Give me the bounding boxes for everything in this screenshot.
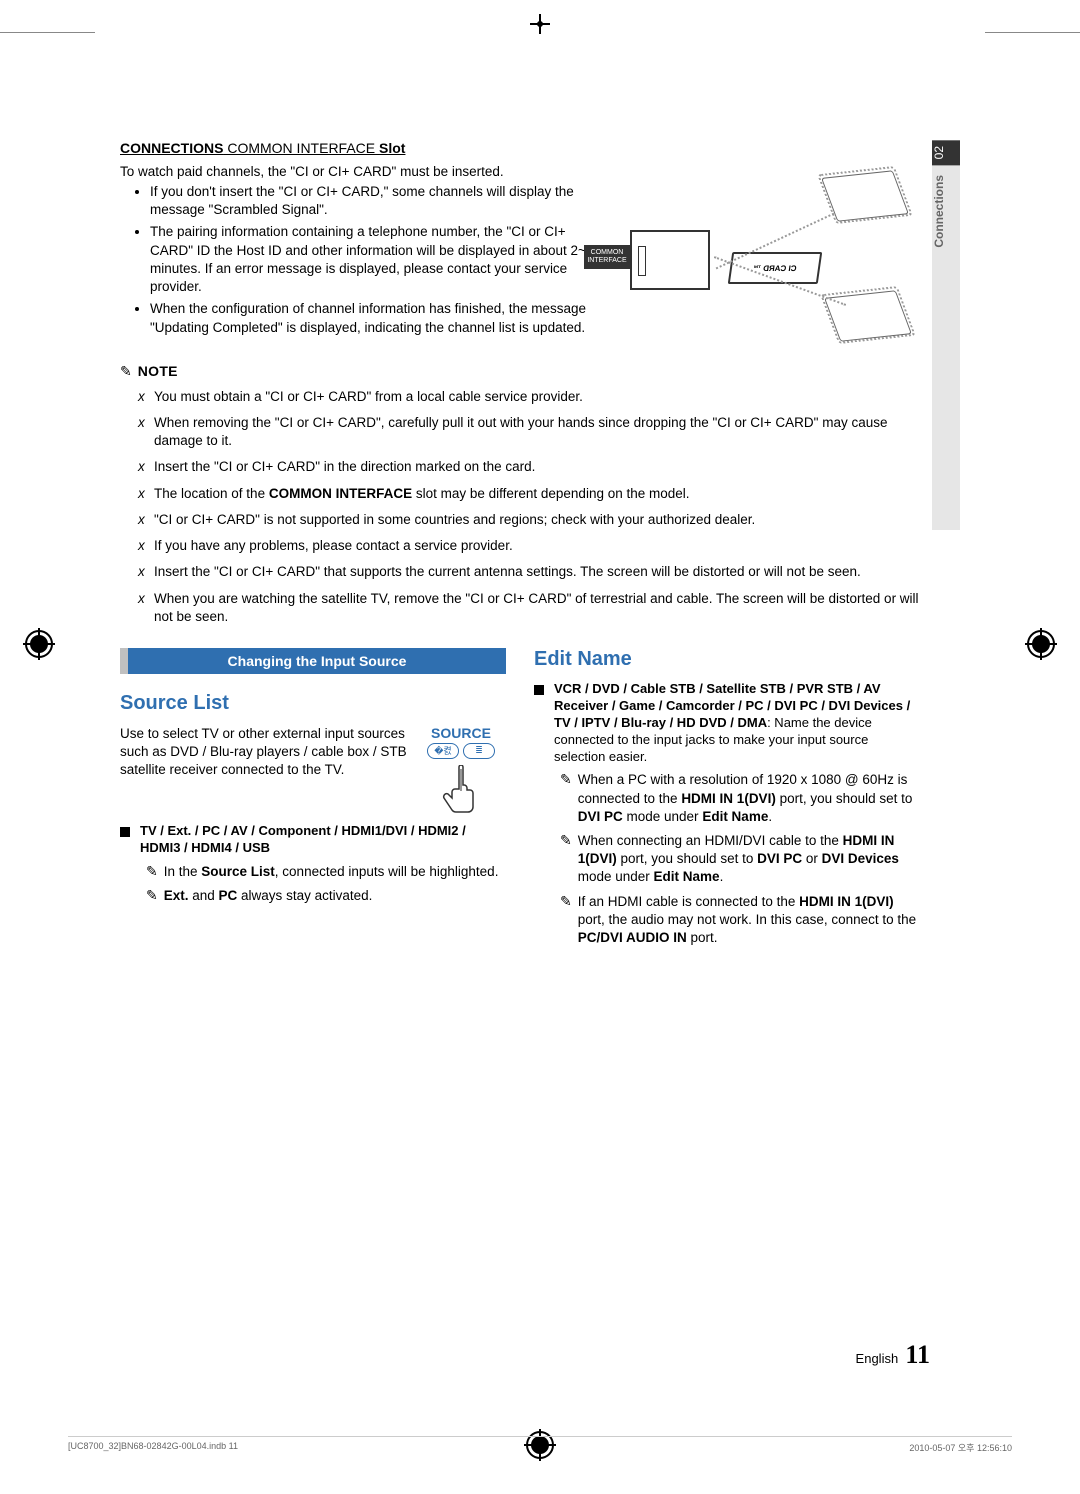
note-item: "CI or CI+ CARD" is not supported in som… (154, 511, 920, 529)
edit-name-item: VCR / DVD / Cable STB / Satellite STB / … (534, 681, 920, 765)
ci-card-diagram: COMMONINTERFACE CI CARD ™ (630, 170, 930, 350)
page-number: 11 (905, 1340, 930, 1369)
note-item: The location of the COMMON INTERFACE slo… (154, 485, 920, 503)
source-button-label: SOURCE (416, 725, 506, 741)
square-bullet-icon (534, 685, 544, 695)
note-icon: ✎ (560, 771, 572, 826)
note-icon: ✎ (120, 363, 132, 380)
subnote-item: ✎ When connecting an HDMI/DVI cable to t… (534, 832, 920, 887)
print-metadata-bar: [UC8700_32]BN68-02842G-00L04.indb 11 201… (68, 1436, 1012, 1454)
page-footer: English 11 (856, 1340, 930, 1370)
indb-timestamp: 2010-05-07 오후 12:56:10 (909, 1441, 1012, 1454)
bullet-item: When the configuration of channel inform… (150, 300, 610, 336)
source-button-diagram: SOURCE �켨 ≣ (416, 725, 506, 817)
two-column-section: Changing the Input Source Source List SO… (120, 648, 920, 947)
bullet-item: If you don't insert the "CI or CI+ CARD,… (150, 183, 610, 219)
bullet-item: The pairing information containing a tel… (150, 223, 610, 296)
slot-label: COMMONINTERFACE (584, 245, 630, 269)
registration-mark-left (25, 630, 53, 658)
chapter-tab: 02 Connections (932, 140, 960, 530)
subnote-item: ✎ Ext. and PC always stay activated. (120, 887, 506, 905)
note-icon: ✎ (560, 893, 572, 948)
list-oval-icon: ≣ (463, 743, 495, 759)
note-item: When removing the "CI or CI+ CARD", care… (154, 414, 920, 450)
subnote-item: ✎ In the Source List, connected inputs w… (120, 863, 506, 881)
note-item: You must obtain a "CI or CI+ CARD" from … (154, 388, 920, 406)
top-bullet-list: If you don't insert the "CI or CI+ CARD,… (120, 183, 610, 337)
registration-mark-right (1027, 630, 1055, 658)
source-options-item: TV / Ext. / PC / AV / Component / HDMI1/… (120, 823, 506, 857)
square-bullet-icon (120, 827, 130, 837)
section-heading: CONNECTIONS COMMON INTERFACE Slot (120, 140, 920, 156)
page-content: CONNECTIONS COMMON INTERFACE Slot To wat… (120, 140, 960, 947)
card-bottom-icon (824, 290, 912, 341)
subnote-item: ✎ When a PC with a resolution of 1920 x … (534, 771, 920, 826)
registration-mark-top (530, 14, 550, 34)
crop-hairline-top (0, 32, 1080, 33)
chapter-label: Connections (932, 165, 946, 258)
hand-pointer-icon (416, 765, 506, 817)
intro-text: To watch paid channels, the "CI or CI+ C… (120, 164, 600, 179)
footer-language: English (856, 1351, 899, 1366)
note-icon: ✎ (146, 887, 158, 905)
slot-slit-icon (638, 246, 646, 276)
note-icon: ✎ (560, 832, 572, 887)
left-column: Changing the Input Source Source List SO… (120, 648, 506, 947)
note-icon: ✎ (146, 863, 158, 881)
edit-name-heading: Edit Name (534, 648, 920, 671)
note-item: Insert the "CI or CI+ CARD" that support… (154, 563, 920, 581)
section-banner: Changing the Input Source (120, 648, 506, 674)
note-item: If you have any problems, please contact… (154, 537, 920, 555)
note-heading: NOTE (138, 363, 178, 379)
source-options-text: TV / Ext. / PC / AV / Component / HDMI1/… (140, 823, 506, 857)
subnote-item: ✎ If an HDMI cable is connected to the H… (534, 893, 920, 948)
source-list-heading: Source List (120, 692, 506, 715)
note-block: ✎ NOTE You must obtain a "CI or CI+ CARD… (120, 363, 920, 626)
note-item: Insert the "CI or CI+ CARD" in the direc… (154, 458, 920, 476)
indb-filename: [UC8700_32]BN68-02842G-00L04.indb 11 (68, 1441, 238, 1454)
source-oval-icon: �켨 (427, 743, 459, 759)
right-column: Edit Name VCR / DVD / Cable STB / Satell… (534, 648, 920, 947)
note-item: When you are watching the satellite TV, … (154, 590, 920, 626)
note-list: You must obtain a "CI or CI+ CARD" from … (120, 388, 920, 626)
chapter-number: 02 (932, 140, 960, 165)
manual-page: 02 Connections CONNECTIONS COMMON INTERF… (0, 0, 1080, 1494)
